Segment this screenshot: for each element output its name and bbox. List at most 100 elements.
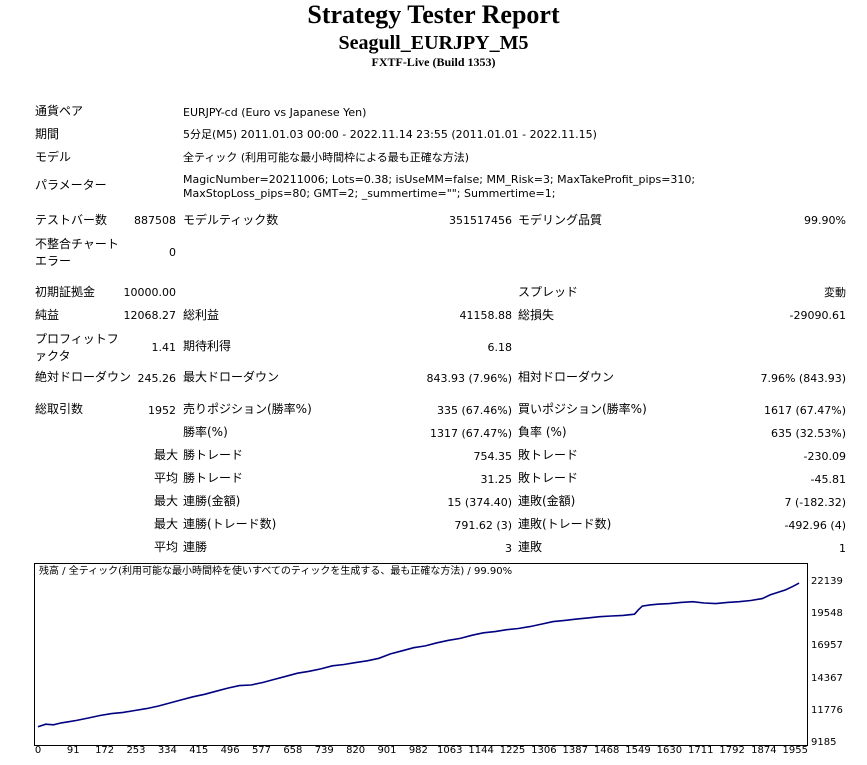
net-value: 12068.27	[123, 309, 177, 322]
bars-value: 887508	[134, 214, 176, 227]
period-value: 5分足(M5) 2011.01.03 00:00 - 2022.11.14 23…	[183, 128, 597, 141]
loss-value: 635 (32.53%)	[770, 427, 846, 440]
long-label: 買いポジション(勝率%)	[518, 402, 647, 416]
max-consec-profit-value: 791.62 (3)	[454, 519, 512, 532]
gross-profit-value: 41158.88	[459, 309, 513, 322]
x-tick-label: 0	[34, 745, 42, 756]
x-tick-label: 739	[314, 745, 334, 756]
average-win-label: 勝トレード	[183, 471, 244, 485]
model-label: モデル	[35, 150, 72, 164]
balance-line	[37, 582, 800, 728]
max-consec-label: 最大	[154, 494, 179, 508]
symbol-label: 通貨ペア	[35, 104, 84, 118]
x-tick-label: 1225	[499, 745, 526, 756]
largest-loss-label: 敗トレード	[518, 448, 579, 462]
x-tick-label: 982	[408, 745, 428, 756]
abs-dd-value: 245.26	[137, 372, 177, 385]
largest-win-label: 勝トレード	[183, 448, 244, 462]
rel-dd-value: 7.96% (843.93)	[760, 372, 846, 385]
avg-consec-loss-label: 連敗	[518, 540, 543, 554]
avg-consec-win-label: 連勝	[183, 540, 208, 554]
x-tick-label: 253	[126, 745, 146, 756]
ticks-label: モデルティック数	[183, 213, 279, 227]
x-tick-label: 172	[95, 745, 115, 756]
expected-label: 期待利得	[183, 339, 232, 353]
gross-profit-label: 総利益	[183, 308, 220, 322]
max-consec-loss-value: 7 (-182.32)	[784, 496, 846, 509]
x-tick-label: 1387	[562, 745, 588, 756]
avg-consec-win-value: 3	[505, 542, 512, 555]
abs-dd-label: 絶対ドローダウン	[35, 370, 132, 384]
short-label: 売りポジション(勝率%)	[183, 402, 312, 416]
ticks-value: 351517456	[449, 214, 512, 227]
x-tick-label: 496	[220, 745, 240, 756]
gross-loss-label: 総損失	[518, 308, 555, 322]
loss-label: 負率 (%)	[518, 425, 567, 439]
pf-value: 1.41	[151, 341, 177, 354]
x-tick-label: 901	[377, 745, 397, 756]
max-consec-profit-label: 連勝(トレード数)	[183, 517, 277, 531]
y-tick-label: 16957	[811, 640, 843, 652]
trades-label: 総取引数	[35, 402, 84, 416]
y-tick-label: 9185	[811, 737, 837, 748]
x-tick-label: 1874	[751, 745, 777, 756]
rel-dd-label: 相対ドローダウン	[518, 370, 615, 384]
x-tick-label: 91	[66, 745, 80, 756]
y-tick-label: 11776	[811, 704, 843, 716]
deposit-value: 10000.00	[123, 286, 177, 299]
x-tick-label: 1468	[593, 745, 620, 756]
report-subtitle: Seagull_EURJPY_M5	[338, 32, 529, 54]
report-title: Strategy Tester Report	[307, 0, 560, 29]
model-value: 全ティック (利用可能な最小時間枠による最も正確な方法)	[183, 151, 470, 164]
bars-label: テストバー数	[35, 213, 108, 227]
long-value: 1617 (67.47%)	[763, 404, 846, 417]
x-tick-label: 1630	[656, 745, 683, 756]
x-tick-label: 1144	[468, 745, 494, 756]
expected-value: 6.18	[487, 341, 513, 354]
quality-value: 99.90%	[804, 214, 846, 227]
win-label: 勝率(%)	[183, 425, 228, 439]
report-server: FXTF-Live (Build 1353)	[371, 55, 496, 69]
y-tick-label: 22139	[811, 576, 843, 587]
mismatch-value: 0	[169, 246, 176, 259]
params-label: パラメーター	[35, 178, 107, 192]
x-tick-label: 334	[157, 745, 177, 756]
spread-label: スプレッド	[518, 285, 579, 299]
balance-chart: 残高 / 全ティック(利用可能な最小時間枠を使いすべてのティックを生成する、最も…	[34, 563, 808, 746]
balance-chart-plot	[37, 582, 800, 728]
largest-loss-value: -230.09	[803, 450, 846, 463]
x-tick-label: 415	[189, 745, 209, 756]
x-tick-label: 658	[283, 745, 303, 756]
average-label: 平均	[154, 471, 179, 485]
period-label: 期間	[35, 127, 60, 141]
average-win-value: 31.25	[480, 473, 513, 486]
y-tick-label: 14367	[811, 672, 843, 684]
chart-title: 残高 / 全ティック(利用可能な最小時間枠を使いすべてのティックを生成する、最も…	[39, 566, 513, 577]
max-consec-loss2-value: -492.96 (4)	[784, 519, 846, 532]
max-dd-value: 843.93 (7.96%)	[426, 372, 512, 385]
deposit-label: 初期証拠金	[35, 285, 96, 299]
net-label: 純益	[35, 308, 60, 322]
gross-loss-value: -29090.61	[789, 309, 846, 322]
average-loss-label: 敗トレード	[518, 471, 579, 485]
x-tick-label: 1955	[782, 745, 808, 756]
max-consec-loss2-label: 連敗(トレード数)	[518, 517, 612, 531]
quality-label: モデリング品質	[518, 213, 603, 227]
pf-label: プロフィットファクタ	[35, 332, 119, 363]
win-value: 1317 (67.47%)	[429, 427, 512, 440]
max-dd-label: 最大ドローダウン	[183, 370, 280, 384]
largest-label: 最大	[154, 448, 179, 462]
max-consec2-label: 最大	[154, 517, 179, 531]
x-tick-label: 1306	[531, 745, 557, 756]
params-value: MagicNumber=20211006; Lots=0.38; isUseMM…	[183, 173, 696, 200]
symbol-value: EURJPY-cd (Euro vs Japanese Yen)	[183, 106, 367, 119]
y-tick-label: 19548	[811, 608, 843, 620]
max-consec-loss-label: 連敗(金額)	[518, 494, 576, 508]
max-consec-win-value: 15 (374.40)	[447, 496, 512, 509]
average-loss-value: -45.81	[810, 473, 846, 486]
x-tick-label: 1063	[437, 745, 463, 756]
spread-value: 変動	[824, 286, 846, 299]
x-tick-label: 1549	[625, 745, 651, 756]
largest-win-value: 754.35	[473, 450, 513, 463]
avg-consec-loss-value: 1	[839, 542, 846, 555]
